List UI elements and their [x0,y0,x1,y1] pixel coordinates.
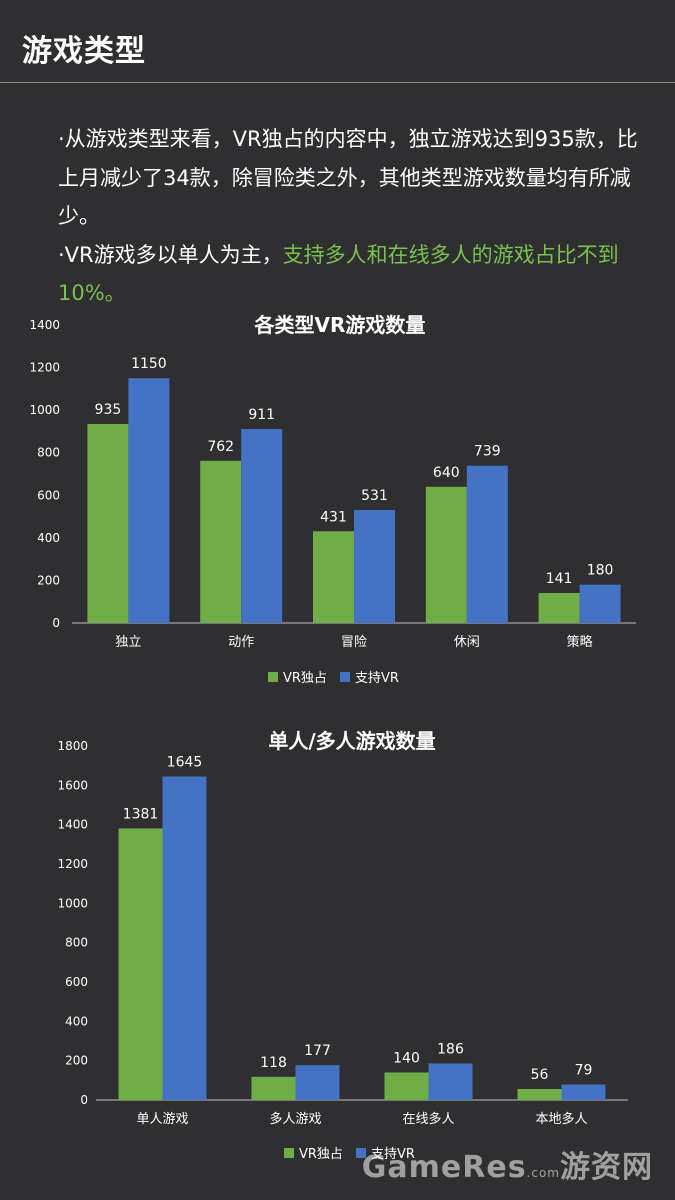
chart2-category-label: 多人游戏 [269,1111,321,1127]
chart2-data-label: 186 [437,1041,464,1057]
chart1-y-tick-label: 1000 [29,403,60,417]
chart1-bar-vr-supported [466,465,508,623]
chart2-y-tick-label: 1600 [57,778,88,792]
chart1-data-label: 935 [95,402,122,418]
chart1-data-label: 762 [207,439,234,455]
chart1-bar-vr-exclusive [313,531,354,623]
chart2-legend-swatch [356,1148,366,1158]
chart1-y-tick-label: 400 [37,531,60,545]
chart2-y-tick-label: 600 [65,975,88,989]
chart2-bar-vr-exclusive [384,1072,429,1100]
chart2-data-label: 56 [531,1067,549,1083]
chart2-bar-vr-supported [295,1065,340,1100]
chart2-data-label: 140 [393,1050,420,1066]
page-title: 游戏类型 [22,34,146,69]
chart2-data-label: 1381 [123,806,159,822]
chart2-data-label: 177 [304,1043,331,1059]
bullet-player-mode-summary: ·VR游戏多以单人为主，支持多人和在线多人的游戏占比不到10%。 [58,236,658,313]
chart1-bar-vr-supported [128,378,170,623]
chart1-bar-vr-exclusive [200,460,242,623]
chart2-bar-vr-supported [162,776,207,1100]
chart1-bar-vr-exclusive [87,423,129,623]
chart2-title: 单人/多人游戏数量 [268,729,435,753]
chart2-category-label: 在线多人 [402,1111,454,1127]
chart2-y-tick-label: 800 [65,936,88,950]
bullet-player-mode-prefix: ·VR游戏多以单人为主， [58,242,283,267]
chart2-bar-vr-supported [428,1063,473,1100]
chart1-category-label: 独立 [115,635,141,650]
chart1-data-label: 739 [474,444,501,460]
chart1-y-tick-label: 1400 [29,318,60,332]
watermark-dotcom: .com [526,1166,560,1180]
chart1-y-tick-label: 600 [37,488,60,502]
chart2-data-label: 1645 [167,754,203,770]
chart1-legend-label: 支持VR [355,671,399,686]
chart2-bar-vr-exclusive [118,828,163,1100]
chart2-category-label: 单人游戏 [136,1112,188,1127]
chart1-data-label: 640 [433,465,460,481]
title-divider [0,82,675,83]
chart2-bar-vr-exclusive [517,1088,562,1100]
chart2-legend-label: 支持VR [371,1147,415,1162]
chart1-legend-label: VR独占 [283,671,327,686]
chart1-legend-swatch [268,672,278,682]
player-mode-bar-chart: 单人/多人游戏数量 0 200 400 600 800 1000 1200 1400 1600 18… [57,729,628,1162]
chart2-y-tick-label: 400 [65,1014,88,1028]
chart1-category-label: 策略 [567,634,593,650]
chart1-data-label: 911 [248,407,275,423]
bullet-genre-summary: ·从游戏类型来看，VR独占的内容中，独立游戏达到935款，比上月减少了34款，除… [58,127,638,228]
chart2-legend-swatch [284,1148,294,1158]
chart1-bar-vr-supported [354,509,395,623]
chart1-data-label: 431 [320,509,347,525]
chart1-bar-vr-supported [241,429,283,623]
summary-text: ·从游戏类型来看，VR独占的内容中，独立游戏达到935款，比上月减少了34款，除… [58,120,658,313]
chart2-y-tick-label: 0 [80,1093,88,1107]
chart1-y-tick-label: 200 [37,573,60,587]
chart1-category-label: 休闲 [454,635,480,650]
chart2-y-tick-label: 200 [65,1054,88,1068]
chart1-data-label: 1150 [131,356,167,372]
genre-bar-chart: 各类型VR游戏数量 0 200 400 600 800 1000 1200 1400 935 115… [29,313,636,686]
chart2-data-label: 79 [575,1062,593,1078]
chart1-category-label: 冒险 [341,635,367,650]
chart2-legend-label: VR独占 [299,1147,343,1162]
chart1-data-label: 141 [546,571,573,587]
chart1-title: 各类型VR游戏数量 [254,313,426,337]
chart1-y-tick-label: 800 [37,446,60,460]
chart2-y-tick-label: 1200 [57,857,88,871]
chart2-bar-vr-supported [561,1084,606,1100]
chart2-data-label: 118 [260,1055,287,1071]
chart1-bar-vr-exclusive [425,486,467,623]
watermark-brand: GameRes [361,1150,527,1185]
chart2-bar-vr-exclusive [251,1076,296,1100]
chart1-bar-vr-supported [579,584,621,623]
chart2-y-tick-label: 1000 [57,896,88,910]
chart1-y-tick-label: 1200 [29,361,60,375]
chart1-category-label: 动作 [228,635,254,650]
chart2-category-label: 本地多人 [535,1111,587,1127]
chart1-data-label: 180 [587,563,614,579]
chart1-y-tick-label: 0 [52,616,60,630]
bullet-player-mode-highlight: 支持多人和在线多人的游戏占比不到10%。 [58,242,619,306]
chart2-y-tick-label: 1800 [57,739,88,753]
chart1-bar-vr-exclusive [538,592,580,623]
chart2-y-tick-label: 1400 [57,818,88,832]
chart1-data-label: 531 [361,488,388,504]
watermark-logo: GameRes.com游资网 [362,1142,653,1186]
watermark-name: 游资网 [560,1150,653,1185]
chart1-legend-swatch [340,672,350,682]
